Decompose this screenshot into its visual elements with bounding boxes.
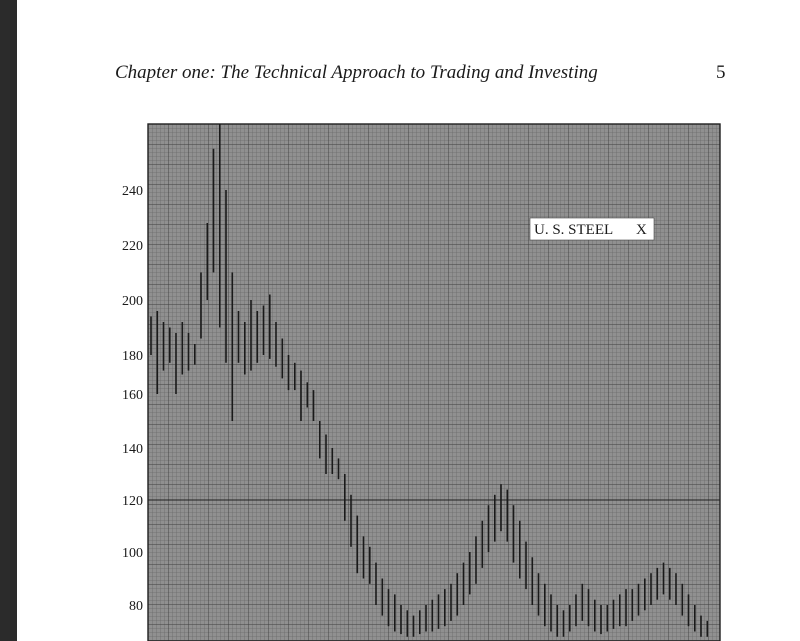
- chart-label-text: U. S. STEEL: [534, 222, 613, 238]
- chart-frame: [147, 123, 721, 641]
- y-tick-label-180: 180: [122, 349, 143, 364]
- y-axis-ticks: 240 220 200 180 160 140 120 100 80: [122, 184, 143, 614]
- chart-label-box: U. S. STEEL X: [529, 217, 655, 241]
- chart-label-marker: X: [636, 222, 647, 238]
- chart-grid-major-lines: [148, 124, 720, 641]
- price-bars: [150, 124, 709, 637]
- y-tick-label-240: 240: [122, 184, 143, 199]
- y-tick-label-140: 140: [122, 442, 143, 457]
- running-head: Chapter one: The Technical Approach to T…: [115, 62, 598, 83]
- y-tick-label-120: 120: [122, 494, 143, 509]
- left-dark-margin: [0, 0, 17, 641]
- y-tick-label-80: 80: [129, 599, 143, 614]
- y-tick-label-100: 100: [122, 546, 143, 561]
- y-tick-label-220: 220: [122, 239, 143, 254]
- page-number: 5: [716, 62, 726, 83]
- y-tick-label-200: 200: [122, 294, 143, 309]
- y-tick-label-160: 160: [122, 388, 143, 403]
